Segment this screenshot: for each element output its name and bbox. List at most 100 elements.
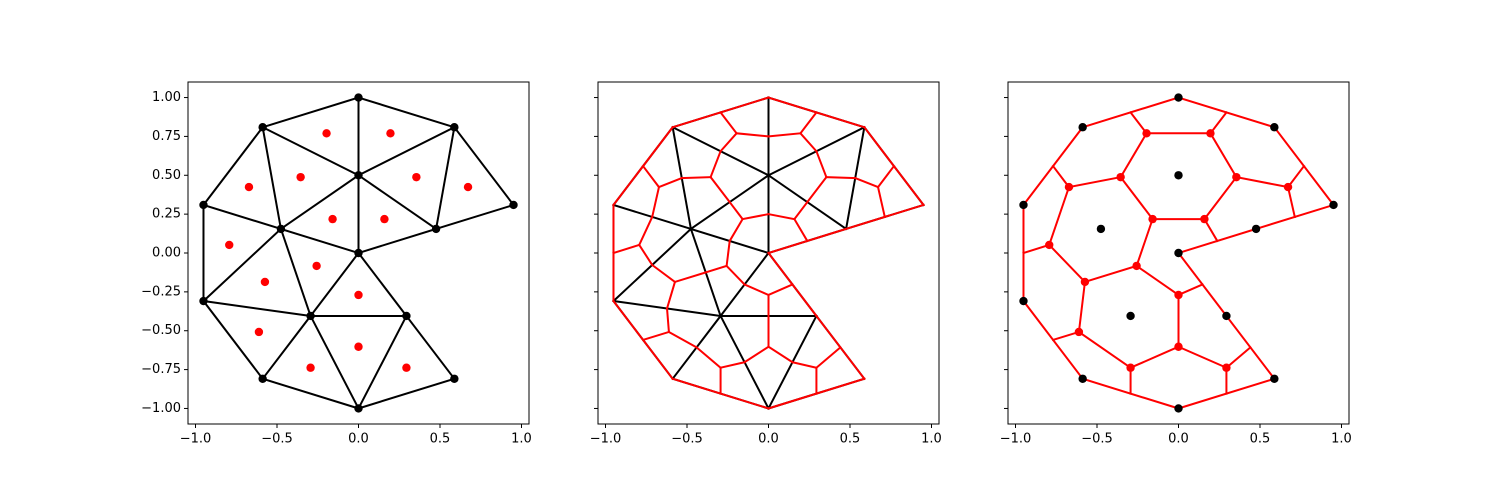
- centroid: [328, 214, 337, 224]
- centroid: [386, 129, 395, 138]
- boundary-edge: [844, 203, 925, 231]
- dual-edge: [1051, 164, 1071, 189]
- vertex: [354, 404, 363, 413]
- boundary-edge: [767, 96, 866, 129]
- dual-edge: [650, 263, 677, 284]
- y-tick-label: 1.00: [152, 90, 181, 105]
- centroid: [1142, 129, 1151, 138]
- vertex: [1174, 404, 1183, 413]
- dual-edge: [665, 280, 677, 310]
- dual-edge: [853, 176, 880, 189]
- dual-edge: [673, 271, 707, 284]
- vertex: [276, 224, 286, 234]
- vertex: [354, 248, 363, 258]
- dual-edge: [709, 175, 732, 204]
- dual-edge: [1209, 110, 1228, 135]
- centroid: [260, 277, 270, 287]
- vertex: [450, 123, 459, 132]
- centroid: [412, 172, 421, 182]
- dual-edge: [741, 212, 770, 221]
- dual-edge: [695, 345, 722, 370]
- dual-edge: [728, 217, 744, 243]
- boundary-edge: [767, 377, 866, 410]
- centroid: [1174, 342, 1183, 351]
- mesh-edge: [405, 314, 456, 381]
- mesh-edge: [434, 126, 456, 231]
- dual-edge: [767, 212, 796, 221]
- dual-edge: [1129, 345, 1180, 370]
- dual-edge: [1286, 185, 1296, 219]
- x-tick-label: 0.0: [1168, 432, 1189, 447]
- centroid: [1126, 363, 1135, 372]
- x-tick-label: −1.0: [1000, 432, 1032, 447]
- vertex: [1270, 123, 1279, 132]
- mesh-edge: [279, 227, 312, 318]
- dual-edge: [799, 131, 818, 153]
- dual-edge: [612, 243, 641, 255]
- dual-edge: [719, 110, 738, 135]
- vertex: [1019, 200, 1028, 210]
- boundary-edge: [671, 377, 770, 410]
- dual-edge: [1203, 217, 1219, 243]
- dual-edge: [680, 176, 712, 180]
- boundary-edge: [1177, 227, 1258, 255]
- centroid: [402, 363, 411, 372]
- y-tick-label: 0.25: [152, 207, 181, 222]
- mesh-edge: [357, 251, 408, 318]
- dual-edge: [1119, 131, 1148, 179]
- vertex: [509, 200, 518, 210]
- dual-edge: [815, 345, 842, 370]
- dual-edge: [1129, 110, 1148, 135]
- boundary-edge: [612, 125, 675, 207]
- mesh-edge: [357, 125, 456, 177]
- centroid: [1222, 363, 1231, 372]
- boundary-edge: [1081, 96, 1180, 129]
- centroid: [1045, 240, 1054, 250]
- mesh-edge: [452, 125, 515, 207]
- centroid: [354, 290, 363, 300]
- y-tick-label: −0.75: [141, 362, 181, 377]
- dual-edge: [791, 361, 818, 369]
- x-tick-label: 1.0: [921, 432, 942, 447]
- dual-edge: [743, 345, 770, 364]
- dual-edge: [815, 149, 828, 179]
- dual-edge: [1235, 175, 1290, 189]
- centroid: [380, 214, 389, 224]
- dual-edge: [876, 185, 886, 219]
- dual-edge: [1083, 264, 1138, 284]
- boundary-edge: [671, 96, 770, 129]
- centroid: [1174, 290, 1183, 300]
- dual-edge: [657, 176, 684, 189]
- centroid: [244, 182, 254, 192]
- mesh-edge: [309, 251, 360, 318]
- mesh-edge: [357, 227, 438, 255]
- dual-edge: [725, 239, 731, 268]
- centroid: [354, 342, 363, 351]
- mesh-edge: [261, 125, 360, 177]
- vertex: [1174, 93, 1183, 102]
- centroid: [1148, 214, 1157, 224]
- centroid: [1080, 277, 1090, 287]
- x-tick-label: −1.0: [180, 432, 212, 447]
- dual-edge: [641, 330, 671, 342]
- vertex: [1251, 224, 1261, 234]
- dual-edge: [1225, 345, 1252, 370]
- dual-edge: [725, 264, 746, 286]
- boundary-edge: [1225, 314, 1276, 381]
- x-tick-label: 0.0: [758, 432, 779, 447]
- dual-edge: [1203, 175, 1238, 221]
- y-tick-label: −0.50: [141, 323, 181, 338]
- boundary-edge: [1022, 125, 1085, 207]
- dual-edge: [1077, 330, 1132, 370]
- dual-edge: [637, 243, 654, 267]
- vertex: [306, 311, 315, 321]
- x-tick-label: 0.5: [840, 432, 861, 447]
- mesh-edge: [357, 96, 456, 129]
- boundary-edge: [767, 251, 818, 318]
- x-tick-label: 0.5: [430, 432, 451, 447]
- centroid: [306, 363, 315, 372]
- mesh-edge: [357, 377, 456, 410]
- y-tick-label: 0.75: [152, 129, 181, 144]
- boundary-edge: [612, 299, 675, 381]
